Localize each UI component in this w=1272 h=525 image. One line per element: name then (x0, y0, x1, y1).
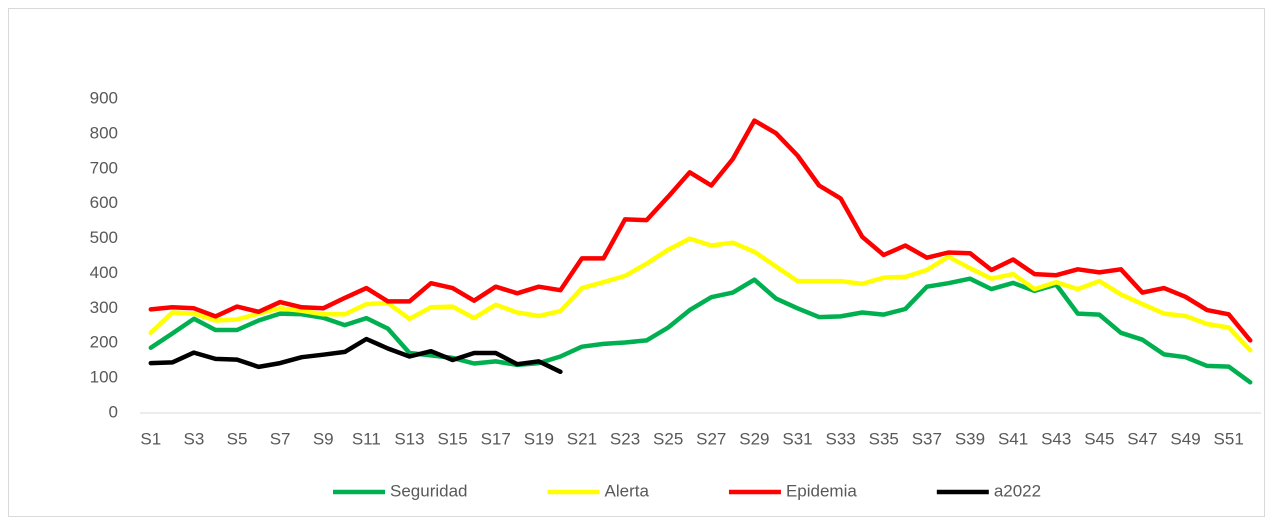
x-tick-label: S31 (782, 429, 812, 448)
line-series (148, 276, 1253, 385)
x-tick-label: S43 (1041, 429, 1071, 448)
x-tick-label: S5 (227, 429, 248, 448)
y-tick-label: 100 (90, 368, 118, 387)
x-tick-label: S45 (1084, 429, 1114, 448)
x-tick-label: S35 (869, 429, 899, 448)
x-tick-label: S47 (1127, 429, 1157, 448)
y-tick-label: 400 (90, 263, 118, 282)
legend-label: Alerta (605, 481, 650, 500)
y-tick-label: 0 (109, 402, 118, 421)
line-series (148, 336, 563, 375)
y-tick-label: 700 (90, 158, 118, 177)
y-tick-label: 200 (90, 333, 118, 352)
x-tick-label: S25 (653, 429, 683, 448)
legend-label: a2022 (994, 481, 1041, 500)
y-tick-label: 500 (90, 228, 118, 247)
x-tick-label: S3 (183, 429, 204, 448)
y-tick-label: 900 (90, 88, 118, 107)
x-tick-label: S27 (696, 429, 726, 448)
x-tick-label: S19 (524, 429, 554, 448)
x-tick-label: S37 (912, 429, 942, 448)
legend-label: Epidemia (786, 481, 857, 500)
x-tick-label: S7 (270, 429, 291, 448)
x-tick-label: S21 (567, 429, 597, 448)
x-tick-label: S13 (394, 429, 424, 448)
y-tick-label: 600 (90, 193, 118, 212)
x-tick-label: S41 (998, 429, 1028, 448)
x-tick-label: S49 (1170, 429, 1200, 448)
legend-label: Seguridad (390, 481, 468, 500)
x-tick-label: S51 (1214, 429, 1244, 448)
y-tick-label: 300 (90, 298, 118, 317)
chart-border (8, 8, 1265, 517)
x-tick-label: S15 (437, 429, 467, 448)
x-tick-label: S17 (481, 429, 511, 448)
line-series (148, 118, 1253, 343)
x-tick-label: S9 (313, 429, 334, 448)
x-tick-label: S1 (140, 429, 161, 448)
line-series (148, 236, 1253, 353)
x-tick-label: S23 (610, 429, 640, 448)
y-tick-label: 800 (90, 123, 118, 142)
x-tick-label: S39 (955, 429, 985, 448)
x-tick-label: S29 (739, 429, 769, 448)
x-tick-label: S33 (826, 429, 856, 448)
x-tick-label: S11 (352, 429, 381, 448)
